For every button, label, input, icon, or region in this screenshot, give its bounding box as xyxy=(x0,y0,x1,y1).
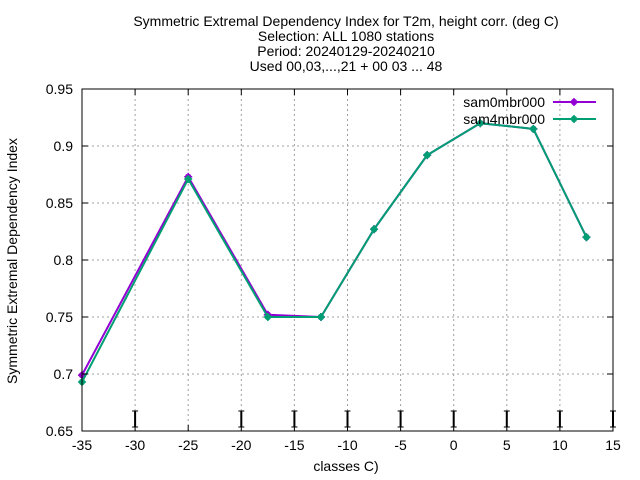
data-point xyxy=(582,233,591,242)
data-point xyxy=(263,313,272,321)
data-point xyxy=(184,175,193,184)
x-tick-label: 0 xyxy=(450,437,458,453)
y-tick-labels: 0.65 0.7 0.75 0.8 0.85 0.9 0.95 xyxy=(46,81,73,439)
data-point xyxy=(476,119,485,128)
series-1 xyxy=(78,119,591,380)
data-point xyxy=(316,313,325,321)
data-point xyxy=(423,151,432,160)
x-tick-label: -30 xyxy=(125,437,145,453)
legend-label: sam0mbr000 xyxy=(463,94,545,110)
x-tick-label: -35 xyxy=(72,437,92,453)
y-tick-label: 0.8 xyxy=(54,252,74,268)
y-tick-label: 0.95 xyxy=(46,81,73,97)
series-group xyxy=(78,119,591,386)
title-line-2: Selection: ALL 1080 stations xyxy=(258,28,434,44)
series-line xyxy=(81,122,588,383)
title-line-4: Used 00,03,...,21 + 00 03 ... 48 xyxy=(250,58,443,74)
data-point xyxy=(370,225,379,234)
x-tick-label: -15 xyxy=(284,437,304,453)
x-tick-label: 10 xyxy=(552,437,568,453)
y-tick-label: 0.85 xyxy=(46,195,73,211)
y-axis-label: Symmetric Extremal Dependency Index xyxy=(4,138,20,384)
x-tick-label: 15 xyxy=(605,437,621,453)
title-line-3: Period: 20240129-20240210 xyxy=(257,43,435,59)
x-tick-label: -25 xyxy=(178,437,198,453)
title-line-1: Symmetric Extremal Dependency Index for … xyxy=(133,13,558,29)
legend-marker xyxy=(570,115,578,123)
series-line xyxy=(81,122,588,376)
x-tick-label: -10 xyxy=(337,437,357,453)
y-tick-label: 0.7 xyxy=(54,366,74,382)
grid xyxy=(82,89,613,431)
y-tick-label: 0.9 xyxy=(54,138,74,154)
chart-title: Symmetric Extremal Dependency Index for … xyxy=(133,13,558,74)
class-markers xyxy=(132,410,616,428)
axis-ticks xyxy=(81,88,614,432)
x-tick-label: -20 xyxy=(231,437,251,453)
data-point xyxy=(529,124,538,133)
legend-label: sam4mbr000 xyxy=(463,111,545,127)
y-tick-label: 0.75 xyxy=(46,309,73,325)
x-tick-label: -5 xyxy=(394,437,407,453)
x-axis-label: classes C) xyxy=(313,458,378,474)
series-2 xyxy=(78,119,591,386)
x-tick-labels: -35 -30 -25 -20 -15 -10 -5 0 5 10 15 xyxy=(72,437,621,453)
x-tick-label: 5 xyxy=(503,437,511,453)
y-tick-label: 0.65 xyxy=(46,423,73,439)
legend-marker xyxy=(570,98,578,106)
